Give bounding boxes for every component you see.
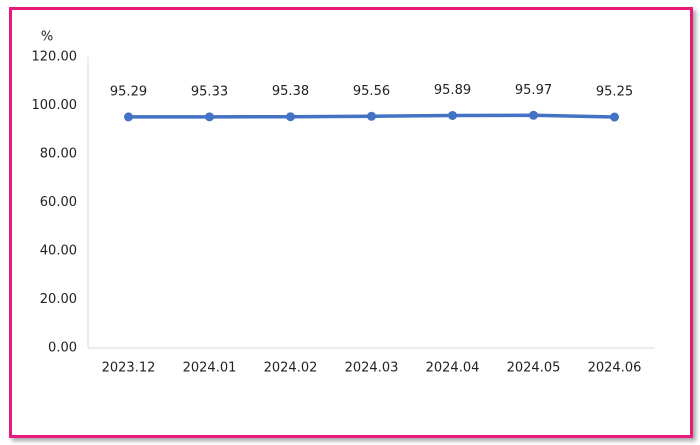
y-axis-unit: %: [41, 30, 53, 45]
data-label: 95.29: [110, 84, 147, 99]
y-tick-label: 60.00: [40, 195, 77, 210]
x-tick-label: 2024.03: [345, 361, 399, 376]
data-point: [610, 112, 619, 122]
data-label: 95.38: [272, 84, 309, 99]
x-tick-label: 2024.02: [264, 361, 318, 376]
data-label: 95.89: [434, 83, 471, 98]
x-tick-label: 2023.12: [102, 361, 156, 376]
data-point: [529, 110, 538, 120]
x-tick-label: 2024.06: [588, 361, 642, 376]
data-label: 95.97: [515, 83, 552, 98]
data-point: [367, 111, 376, 121]
data-point: [286, 112, 295, 122]
y-tick-label: 40.00: [40, 244, 77, 259]
chart-frame: [9, 7, 693, 438]
data-label: 95.33: [191, 84, 228, 99]
data-label: 95.25: [596, 85, 633, 100]
data-point: [205, 112, 214, 122]
data-point: [448, 110, 457, 120]
y-tick-label: 80.00: [40, 147, 77, 162]
data-label: 95.56: [353, 84, 390, 99]
y-tick-label: 0.00: [48, 341, 77, 356]
data-point: [124, 112, 133, 122]
y-tick-label: 120.00: [32, 50, 78, 65]
x-tick-label: 2024.01: [183, 361, 237, 376]
x-tick-label: 2024.05: [507, 361, 561, 376]
y-tick-label: 100.00: [32, 98, 78, 113]
y-tick-label: 20.00: [40, 292, 77, 307]
x-tick-label: 2024.04: [426, 361, 480, 376]
